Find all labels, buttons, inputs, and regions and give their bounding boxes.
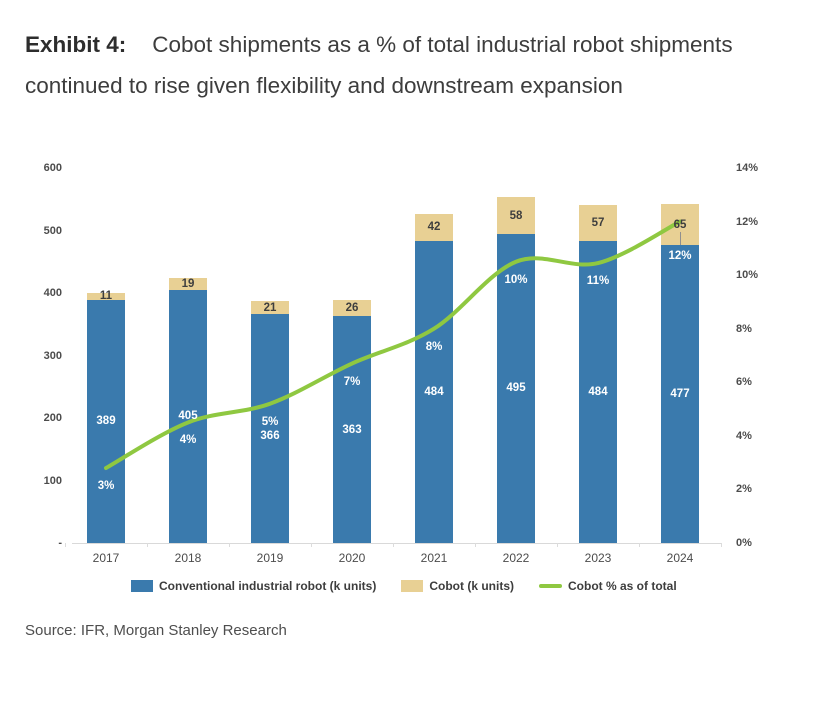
y-axis-tick-right: 6% bbox=[736, 376, 752, 389]
conventional-value-label: 477 bbox=[670, 387, 690, 400]
y-axis-tick-left: 100 bbox=[43, 474, 62, 487]
x-axis-tick bbox=[311, 543, 312, 547]
pct-point-label: 12% bbox=[668, 249, 692, 262]
conventional-value-label: 366 bbox=[260, 429, 280, 442]
legend-swatch-cobot-bar bbox=[401, 580, 424, 592]
x-axis-label: 2017 bbox=[92, 551, 120, 565]
chart-legend: Conventional industrial robot (k units) C… bbox=[131, 579, 677, 593]
y-axis-tick-right: 8% bbox=[736, 322, 752, 335]
cobot-value-label: 57 bbox=[591, 216, 605, 229]
x-axis-label: 2023 bbox=[584, 551, 612, 565]
x-axis-tick bbox=[557, 543, 558, 547]
x-axis-tick bbox=[475, 543, 476, 547]
legend-swatch-conventional-industrial-robot-bar bbox=[131, 580, 153, 592]
pct-point-label: 11% bbox=[586, 275, 610, 288]
conventional-value-label: 363 bbox=[342, 423, 362, 436]
x-axis-tick bbox=[229, 543, 230, 547]
y-axis-tick-left: 300 bbox=[43, 349, 62, 362]
conventional-value-label: 405 bbox=[178, 410, 198, 423]
y-axis-tick-right: 4% bbox=[736, 429, 752, 442]
x-axis-label: 2019 bbox=[256, 551, 284, 565]
pct-point-label: 10% bbox=[504, 273, 528, 286]
pct-point-label: 5% bbox=[261, 415, 279, 428]
legend-item-cobot-pct-of-total: Cobot % as of total bbox=[539, 579, 677, 593]
cobot-value-label: 21 bbox=[263, 301, 277, 314]
x-axis-tick bbox=[639, 543, 640, 547]
source-note: Source: IFR, Morgan Stanley Research bbox=[25, 622, 287, 639]
cobot-value-label: 42 bbox=[427, 221, 441, 234]
y-axis-tick-left: 200 bbox=[43, 412, 62, 424]
y-axis-tick-right: 0% bbox=[736, 537, 752, 549]
legend-item-cobot: Cobot (k units) bbox=[401, 579, 514, 593]
y-axis-tick-right: 12% bbox=[736, 215, 759, 228]
x-axis-tick bbox=[65, 543, 66, 547]
y-axis-tick-left: 500 bbox=[43, 224, 62, 237]
pct-point-label: 3% bbox=[97, 480, 115, 492]
pct-point-label: 4% bbox=[179, 434, 197, 447]
legend-label-conventional-industrial-robot: Conventional industrial robot (k units) bbox=[159, 579, 377, 593]
cobot-label-leader-line bbox=[680, 231, 681, 245]
y-axis-tick-right: 14% bbox=[736, 162, 759, 174]
exhibit-title-text: Cobot shipments as a % of total industri… bbox=[25, 32, 733, 98]
x-axis-tick bbox=[147, 543, 148, 547]
pct-point-label: 7% bbox=[343, 375, 361, 388]
conventional-value-label: 389 bbox=[96, 415, 116, 428]
cobot-value-label: 26 bbox=[345, 302, 359, 314]
x-axis-line bbox=[72, 543, 722, 544]
y-axis-tick-left: 400 bbox=[43, 287, 62, 299]
cobot-value-label: 58 bbox=[509, 209, 523, 222]
conventional-value-label: 484 bbox=[588, 385, 608, 398]
x-axis-label: 2021 bbox=[420, 551, 448, 565]
legend-label-cobot: Cobot (k units) bbox=[429, 579, 514, 593]
legend-label-cobot-pct-of-total: Cobot % as of total bbox=[568, 579, 677, 593]
legend-item-conventional-industrial-robot: Conventional industrial robot (k units) bbox=[131, 579, 376, 593]
x-axis-label: 2018 bbox=[174, 551, 202, 565]
y-axis-tick-left: 600 bbox=[43, 162, 62, 174]
y-axis-tick-left: - bbox=[58, 537, 62, 549]
x-axis-label: 2022 bbox=[502, 551, 530, 565]
exhibit-number-label: Exhibit 4: bbox=[25, 32, 127, 57]
cobot-value-label: 19 bbox=[181, 277, 195, 290]
x-axis-tick bbox=[721, 543, 722, 547]
pct-point-label: 8% bbox=[425, 340, 443, 353]
conventional-value-label: 484 bbox=[424, 385, 444, 398]
cobot-value-label: 65 bbox=[673, 218, 687, 231]
legend-swatch-cobot-pct-of-total-line bbox=[539, 584, 562, 588]
x-axis-tick bbox=[393, 543, 394, 547]
bar-conventional bbox=[251, 314, 289, 543]
y-axis-tick-right: 2% bbox=[736, 483, 752, 496]
exhibit-title: Exhibit 4: Cobot shipments as a % of tota… bbox=[25, 24, 755, 106]
cobot-value-label: 11 bbox=[99, 290, 113, 303]
conventional-value-label: 495 bbox=[506, 382, 526, 395]
y-axis-tick-right: 10% bbox=[736, 269, 759, 282]
x-axis-label: 2024 bbox=[666, 551, 694, 565]
x-axis-label: 2020 bbox=[338, 551, 366, 565]
